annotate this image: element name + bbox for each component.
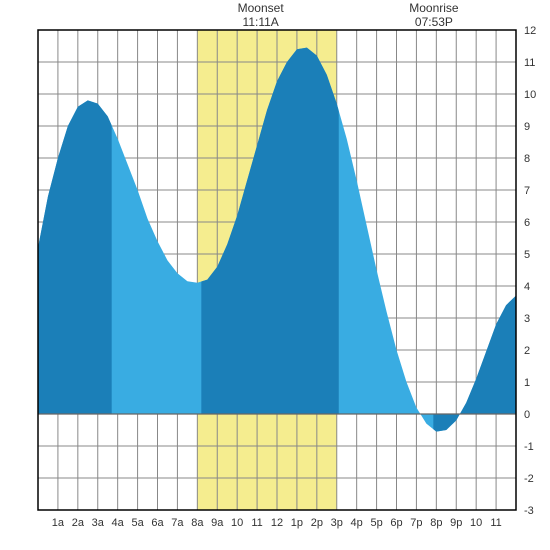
x-tick-label: 9a (211, 517, 224, 529)
y-tick-label: 3 (524, 313, 530, 325)
y-tick-label: 12 (524, 25, 536, 37)
y-tick-label: 11 (524, 57, 535, 69)
x-tick-label: 9p (450, 517, 462, 529)
x-tick-label: 2a (72, 517, 85, 529)
x-tick-label: 4a (112, 517, 125, 529)
x-tick-label: 3a (92, 517, 105, 529)
annotation-time: 07:53P (415, 15, 453, 29)
annotation-title: Moonset (238, 1, 285, 15)
tide-chart: 1a2a3a4a5a6a7a8a9a1011121p2p3p4p5p6p7p8p… (0, 0, 550, 550)
x-tick-label: 11 (490, 517, 501, 529)
x-tick-label: 11 (251, 517, 262, 529)
x-tick-label: 6p (390, 517, 402, 529)
x-tick-label: 1a (52, 517, 65, 529)
x-tick-label: 12 (271, 517, 283, 529)
y-tick-label: -1 (524, 441, 534, 453)
x-tick-label: 5a (131, 517, 144, 529)
x-tick-label: 1p (291, 517, 303, 529)
x-tick-label: 5p (370, 517, 382, 529)
y-tick-label: -2 (524, 473, 534, 485)
x-tick-label: 8a (191, 517, 204, 529)
annotation-time: 11:11A (243, 15, 279, 29)
y-tick-label: 7 (524, 185, 530, 197)
y-tick-label: 0 (524, 409, 530, 421)
y-tick-label: -3 (524, 505, 534, 517)
x-tick-label: 4p (351, 517, 363, 529)
x-tick-label: 6a (151, 517, 164, 529)
y-tick-label: 8 (524, 153, 530, 165)
y-tick-label: 1 (524, 377, 530, 389)
x-tick-label: 10 (231, 517, 243, 529)
x-tick-label: 3p (331, 517, 343, 529)
y-tick-label: 5 (524, 249, 530, 261)
x-tick-label: 10 (470, 517, 482, 529)
y-tick-label: 9 (524, 121, 530, 133)
y-tick-label: 4 (524, 281, 530, 293)
x-tick-label: 7p (410, 517, 422, 529)
chart-svg: 1a2a3a4a5a6a7a8a9a1011121p2p3p4p5p6p7p8p… (0, 0, 550, 550)
y-tick-label: 2 (524, 345, 530, 357)
y-tick-label: 10 (524, 89, 536, 101)
annotation-title: Moonrise (409, 1, 459, 15)
x-tick-label: 2p (311, 517, 323, 529)
y-tick-label: 6 (524, 217, 530, 229)
x-tick-label: 7a (171, 517, 184, 529)
x-tick-label: 8p (430, 517, 442, 529)
